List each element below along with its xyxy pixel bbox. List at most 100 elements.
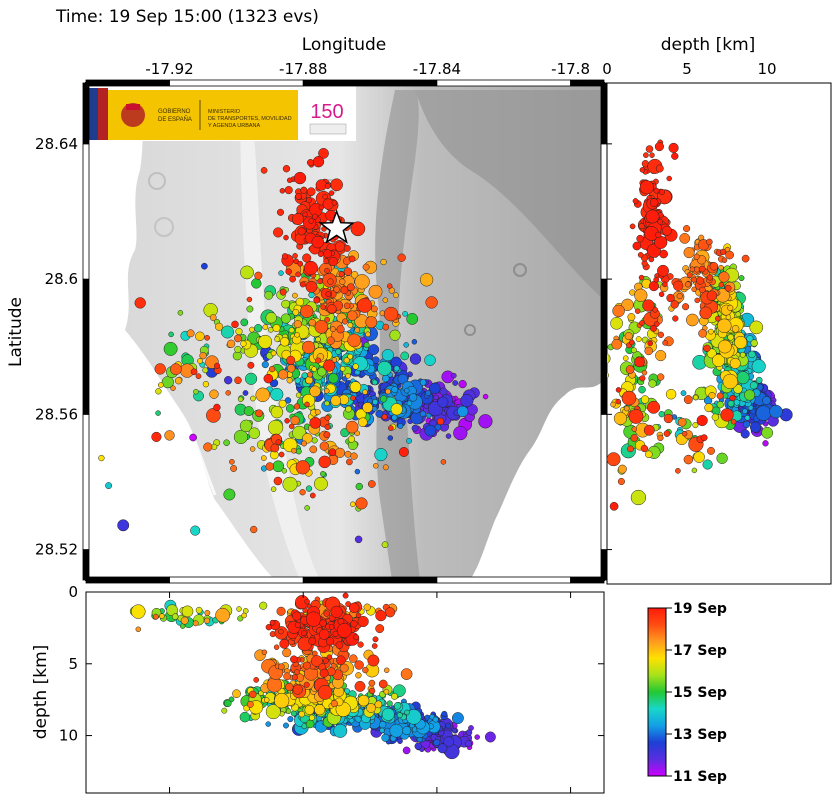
map-event-point [315, 357, 322, 364]
depth-latitude-point [657, 434, 664, 442]
depth-latitude-point [716, 452, 728, 464]
longitude-depth-point [379, 721, 387, 729]
map-event-point [425, 296, 438, 309]
depth-latitude-point [746, 335, 754, 343]
map-event-point [380, 258, 387, 266]
longitude-depth-point [253, 677, 260, 683]
longitude-depth-point [366, 703, 376, 713]
map-event-point [425, 390, 432, 396]
longitude-depth-point [441, 710, 448, 717]
longitude-depth-point [357, 615, 369, 628]
map-event-point [327, 304, 337, 314]
depth-latitude-point [657, 264, 669, 277]
depth-latitude-point [755, 405, 772, 421]
map-event-point [203, 303, 218, 318]
map-event-point [170, 385, 176, 391]
map-event-point [411, 339, 418, 345]
map-event-point [230, 465, 238, 472]
depth-latitude-point [645, 209, 660, 224]
longitude-depth-point [402, 746, 411, 755]
depth-y-tick-label: 5 [68, 655, 78, 673]
map-event-point [308, 318, 316, 327]
map-event-point [302, 211, 308, 218]
longitude-depth-point [311, 655, 323, 667]
map-border-bar [600, 143, 608, 280]
map-event-point [331, 199, 338, 206]
map-event-point [295, 448, 302, 455]
map-event-point [445, 433, 452, 439]
longitude-depth-point [355, 612, 362, 619]
depth-latitude-point [639, 167, 646, 173]
longitude-depth-point [266, 677, 283, 693]
map-x-tick-label: -17.92 [145, 60, 193, 78]
map-event-point [424, 424, 437, 437]
depth-latitude-point [691, 276, 698, 283]
depth-latitude-point [663, 430, 671, 437]
map-event-point [406, 437, 412, 444]
depth-latitude-point [655, 231, 662, 239]
colorbar-gradient [647, 607, 667, 777]
depth-latitude-point [718, 271, 730, 283]
anniversary-logo: 150 [310, 101, 343, 123]
map-event-point [317, 250, 324, 258]
longitude-depth-point [305, 719, 315, 729]
longitude-depth-x-ticks [169, 592, 572, 793]
map-event-point [305, 485, 313, 492]
longitude-depth-point [348, 602, 360, 614]
depth-latitude-point [655, 164, 664, 173]
longitude-depth-point [232, 689, 241, 699]
map-event-point [433, 394, 439, 401]
map-event-point [379, 395, 388, 403]
map-event-point [276, 208, 285, 216]
map-event-point [343, 302, 351, 310]
map-event-point [324, 183, 331, 190]
depth-latitude-point [609, 501, 619, 511]
map-event-point [328, 190, 335, 196]
map-border-bar [570, 79, 605, 87]
map-event-point [293, 403, 301, 410]
depth-latitude-point [691, 286, 697, 293]
map-event-point [270, 387, 284, 401]
map-event-point [234, 345, 242, 354]
map-event-point [221, 325, 234, 339]
longitude-depth-point [474, 734, 480, 740]
longitude-depth-point [371, 643, 378, 649]
map-event-point [301, 340, 316, 354]
map-border-bar [600, 413, 608, 550]
map-border-bar [436, 79, 571, 87]
map-event-point [386, 283, 393, 289]
depth-latitude-point [706, 238, 713, 246]
map-event-point [313, 476, 328, 491]
map-event-point [373, 463, 379, 469]
longitude-depth-point [381, 733, 390, 742]
depth-latitude-point [738, 275, 745, 282]
map-event-point [284, 397, 292, 404]
depth-latitude-panel: depth [km] 0 5 10 [602, 35, 832, 585]
longitude-depth-point [432, 716, 439, 723]
map-event-point [287, 364, 296, 373]
map-event-point [322, 193, 328, 200]
longitude-depth-point [336, 623, 352, 638]
map-border-bar [82, 278, 90, 415]
longitude-depth-point [131, 604, 146, 619]
depth-latitude-point [683, 395, 693, 405]
star-marker-icon [318, 209, 355, 244]
map-event-point [362, 402, 373, 413]
longitude-depth-panel: depth [km] 0 5 10 [31, 583, 605, 794]
map-event-point [397, 423, 404, 429]
depth-latitude-point [615, 387, 622, 393]
depth-latitude-point [672, 315, 679, 322]
map-event-point [299, 489, 306, 496]
map-event-point [411, 424, 419, 432]
depth-latitude-point [615, 398, 621, 405]
map-border-bar [82, 549, 90, 581]
map-y-tick-label: 28.52 [35, 541, 78, 559]
map-event-point [404, 387, 410, 394]
depth-latitude-point [630, 489, 647, 506]
map-border-bar [82, 143, 90, 280]
colorbar-label: 15 Sep [673, 685, 727, 701]
map-event-point [279, 288, 287, 296]
longitude-depth-point [391, 692, 398, 700]
map-event-point [365, 331, 371, 338]
map-event-point [460, 394, 474, 408]
